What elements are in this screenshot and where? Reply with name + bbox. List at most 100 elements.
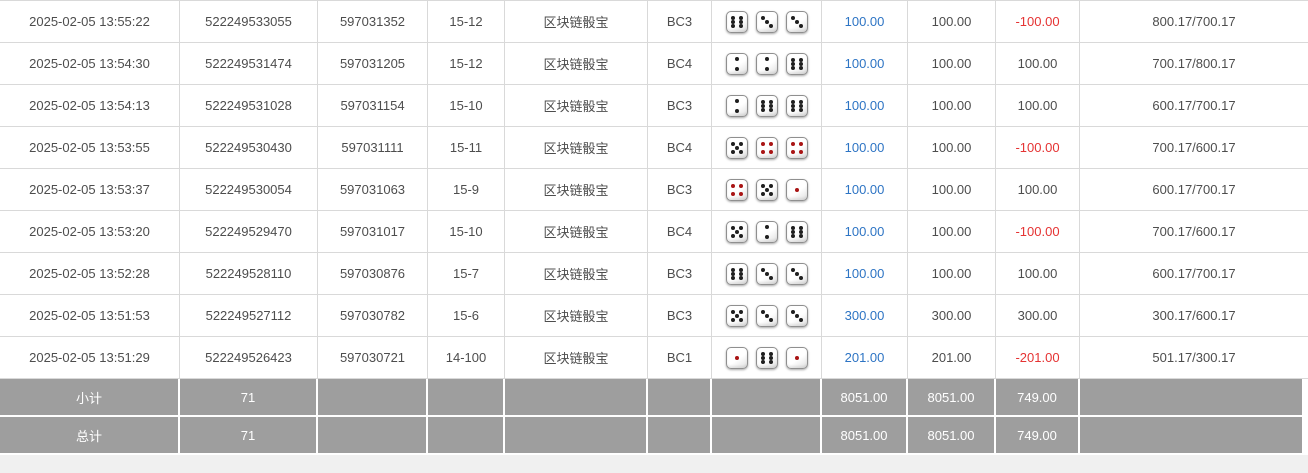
order-number-cell: 522249531474	[180, 43, 318, 84]
timestamp-cell: 2025-02-05 13:52:28	[0, 253, 180, 294]
round-number-cell: 597031063	[318, 169, 428, 210]
dice-result-cell	[712, 211, 822, 252]
valid-amount-cell: 100.00	[908, 253, 996, 294]
balance-cell: 600.17/700.17	[1152, 182, 1236, 197]
period-cell: 15-7	[428, 253, 505, 294]
bet-amount-cell: 100.00	[822, 253, 908, 294]
bet-type-cell: BC4	[648, 211, 712, 252]
game-name-cell: 区块链骰宝	[505, 211, 648, 252]
die-6-icon	[785, 52, 808, 75]
bet-amount-link[interactable]: 100.00	[844, 14, 885, 29]
dice-result-cell	[712, 337, 822, 378]
die-1-icon	[725, 346, 748, 369]
order-number-cell: 522249533055	[180, 1, 318, 42]
balance-cell: 700.17/800.17	[1152, 56, 1236, 71]
win-loss-cell: -100.00	[996, 127, 1080, 168]
bet-amount-link[interactable]: 300.00	[844, 308, 885, 323]
bet-type-cell: BC4	[648, 43, 712, 84]
die-3-icon	[785, 304, 808, 327]
valid-amount-cell: 300.00	[908, 295, 996, 336]
period-cell: 15-9	[428, 169, 505, 210]
balance-cell: 600.17/700.17	[1152, 266, 1236, 281]
win-loss-cell: -201.00	[996, 337, 1080, 378]
die-4-icon	[725, 178, 748, 201]
period-cell: 15-10	[428, 211, 505, 252]
balance-cell: 600.17/700.17	[1152, 98, 1236, 113]
bet-amount-cell: 100.00	[822, 1, 908, 42]
period-cell: 15-12	[428, 1, 505, 42]
grand-total-row: 总计 71 8051.00 8051.00 749.00	[0, 417, 1308, 453]
die-5-icon	[725, 136, 748, 159]
die-6-icon	[755, 346, 778, 369]
table-row: 2025-02-05 13:51:53 522249527112 5970307…	[0, 295, 1308, 337]
dice-result-cell	[712, 127, 822, 168]
footer-win-loss-cell: 749.00	[996, 379, 1080, 415]
bet-amount-link[interactable]: 100.00	[844, 98, 885, 113]
die-2-icon	[755, 52, 778, 75]
bet-amount-cell: 100.00	[822, 43, 908, 84]
game-name-cell: 区块链骰宝	[505, 85, 648, 126]
bet-history-footer: 小计 71 8051.00 8051.00 749.00 总计 71 8051.…	[0, 379, 1308, 453]
die-4-icon	[755, 136, 778, 159]
bet-type-cell: BC3	[648, 1, 712, 42]
die-3-icon	[755, 262, 778, 285]
table-row: 2025-02-05 13:55:22 522249533055 5970313…	[0, 1, 1308, 43]
balance-cell: 501.17/300.17	[1152, 350, 1236, 365]
page-background-strip	[0, 455, 1308, 473]
win-loss-cell: -100.00	[996, 211, 1080, 252]
dice-result-cell	[712, 169, 822, 210]
game-name-cell: 区块链骰宝	[505, 127, 648, 168]
bet-amount-link[interactable]: 100.00	[844, 182, 885, 197]
footer-balance-cell	[1080, 379, 1308, 415]
game-name-cell: 区块链骰宝	[505, 337, 648, 378]
valid-amount-cell: 100.00	[908, 1, 996, 42]
table-row: 2025-02-05 13:53:37 522249530054 5970310…	[0, 169, 1308, 211]
table-row: 2025-02-05 13:53:20 522249529470 5970310…	[0, 211, 1308, 253]
order-number-cell: 522249527112	[180, 295, 318, 336]
timestamp-cell: 2025-02-05 13:53:20	[0, 211, 180, 252]
subtotal-row: 小计 71 8051.00 8051.00 749.00	[0, 379, 1308, 415]
round-number-cell: 597031111	[318, 127, 428, 168]
bet-amount-link[interactable]: 100.00	[844, 266, 885, 281]
timestamp-cell: 2025-02-05 13:54:30	[0, 43, 180, 84]
bet-type-cell: BC3	[648, 253, 712, 294]
bet-amount-link[interactable]: 100.00	[844, 140, 885, 155]
die-6-icon	[755, 94, 778, 117]
order-number-cell: 522249530054	[180, 169, 318, 210]
footer-bet-amount-cell: 8051.00	[822, 417, 908, 453]
timestamp-cell: 2025-02-05 13:51:29	[0, 337, 180, 378]
die-5-icon	[725, 304, 748, 327]
order-number-cell: 522249530430	[180, 127, 318, 168]
round-number-cell: 597031017	[318, 211, 428, 252]
bet-amount-link[interactable]: 100.00	[844, 224, 885, 239]
bet-amount-cell: 201.00	[822, 337, 908, 378]
die-1-icon	[785, 346, 808, 369]
footer-win-loss-cell: 749.00	[996, 417, 1080, 453]
table-row: 2025-02-05 13:52:28 522249528110 5970308…	[0, 253, 1308, 295]
valid-amount-cell: 100.00	[908, 127, 996, 168]
win-loss-cell: 100.00	[996, 43, 1080, 84]
die-1-icon	[785, 178, 808, 201]
die-2-icon	[725, 52, 748, 75]
order-number-cell: 522249526423	[180, 337, 318, 378]
dice-result-cell	[712, 43, 822, 84]
bet-amount-link[interactable]: 201.00	[844, 350, 885, 365]
game-name-cell: 区块链骰宝	[505, 253, 648, 294]
footer-valid-amount-cell: 8051.00	[908, 417, 996, 453]
die-5-icon	[755, 178, 778, 201]
die-2-icon	[755, 220, 778, 243]
bet-amount-cell: 300.00	[822, 295, 908, 336]
period-cell: 15-11	[428, 127, 505, 168]
bet-amount-cell: 100.00	[822, 169, 908, 210]
bet-amount-cell: 100.00	[822, 85, 908, 126]
die-3-icon	[785, 10, 808, 33]
footer-bet-amount-cell: 8051.00	[822, 379, 908, 415]
balance-cell: 700.17/600.17	[1152, 224, 1236, 239]
die-3-icon	[785, 262, 808, 285]
die-6-icon	[725, 262, 748, 285]
table-row: 2025-02-05 13:54:13 522249531028 5970311…	[0, 85, 1308, 127]
game-name-cell: 区块链骰宝	[505, 295, 648, 336]
bet-amount-cell: 100.00	[822, 211, 908, 252]
die-6-icon	[785, 220, 808, 243]
bet-amount-link[interactable]: 100.00	[844, 56, 885, 71]
